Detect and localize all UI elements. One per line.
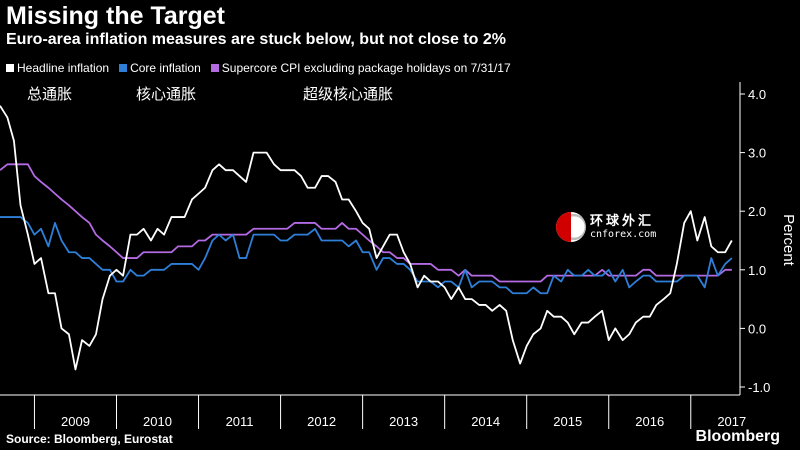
x-tick-label: 2016 bbox=[635, 414, 664, 429]
annotation-supercore: 超级核心通胀 bbox=[303, 85, 393, 103]
legend-item-headline: Headline inflation bbox=[6, 61, 109, 75]
series-layer bbox=[0, 105, 733, 371]
cnforex-logo-icon bbox=[556, 212, 586, 242]
x-tick-label: 2017 bbox=[717, 414, 746, 429]
legend: Headline inflation Core inflation Superc… bbox=[6, 60, 511, 76]
watermark: 环球外汇 cnforex.com bbox=[556, 212, 656, 242]
legend-item-core: Core inflation bbox=[119, 61, 201, 75]
y-tick-label: -1.0 bbox=[748, 380, 770, 395]
series-line-core bbox=[0, 216, 733, 295]
legend-swatch-core bbox=[119, 64, 128, 72]
bloomberg-logo: Bloomberg bbox=[695, 428, 780, 445]
chart-subtitle: Euro-area inflation measures are stuck b… bbox=[6, 31, 506, 48]
x-tick-label: 2014 bbox=[471, 414, 500, 429]
y-tick-label: 3.0 bbox=[748, 146, 766, 161]
x-tick-label: 2012 bbox=[307, 414, 336, 429]
watermark-en: cnforex.com bbox=[590, 228, 657, 240]
watermark-cn: 环球外汇 bbox=[590, 213, 655, 229]
y-tick-label: 0.0 bbox=[748, 321, 766, 336]
axis-layer: -1.0 0.0 1.0 2.0 3.0 4.0 2009 2010 2011 2012 2013 2… bbox=[0, 82, 770, 429]
x-tick-label: 2009 bbox=[61, 414, 90, 429]
y-tick-label: 1.0 bbox=[748, 263, 766, 278]
x-tick-label: 2011 bbox=[226, 414, 254, 429]
legend-item-supercore: Supercore CPI excluding package holidays… bbox=[210, 61, 511, 75]
legend-swatch-headline bbox=[6, 64, 14, 72]
chart-title: Missing the Target bbox=[6, 2, 226, 30]
y-axis-label: Percent bbox=[780, 214, 797, 267]
y-tick-label: 2.0 bbox=[748, 204, 766, 219]
series-line-headline bbox=[0, 105, 733, 371]
annotation-core: 核心通胀 bbox=[136, 85, 196, 103]
y-tick-label: 4.0 bbox=[748, 87, 766, 102]
watermark-text: 环球外汇 cnforex.com bbox=[590, 215, 656, 240]
legend-label-core: Core inflation bbox=[130, 61, 201, 75]
source-note: Source: Bloomberg, Eurostat bbox=[6, 432, 173, 446]
x-tick-label: 2015 bbox=[553, 414, 582, 429]
x-tick-label: 2010 bbox=[143, 414, 172, 429]
legend-label-supercore: Supercore CPI excluding package holidays… bbox=[221, 61, 511, 75]
legend-label-headline: Headline inflation bbox=[17, 61, 110, 75]
legend-swatch-supercore bbox=[210, 64, 219, 72]
series-line-supercore bbox=[0, 163, 732, 283]
x-tick-label: 2013 bbox=[389, 414, 418, 429]
annotation-headline: 总通胀 bbox=[27, 85, 72, 103]
